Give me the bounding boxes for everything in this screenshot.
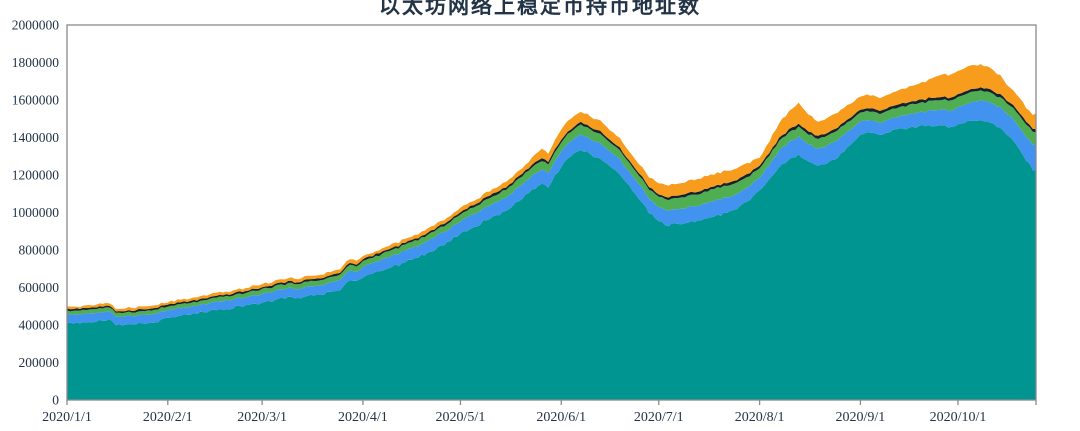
x-axis-tick-label: 2020/2/1 xyxy=(143,410,193,425)
y-axis-tick-label: 1000000 xyxy=(12,205,60,220)
x-axis-tick-label: 2020/9/1 xyxy=(836,410,886,425)
y-axis-tick-label: 1200000 xyxy=(12,168,60,183)
plot-border xyxy=(66,24,1037,401)
x-axis-tick-label: 2020/6/1 xyxy=(536,410,586,425)
y-axis-tick-label: 2000000 xyxy=(12,18,60,33)
y-axis-tick-label: 1800000 xyxy=(12,55,60,70)
y-axis-tick-label: 0 xyxy=(52,393,59,408)
area-band-teal xyxy=(67,120,1036,400)
x-axis-tick-label: 2020/7/1 xyxy=(634,410,684,425)
x-axis-tick-label: 2020/5/1 xyxy=(436,410,486,425)
x-axis-tick-label: 2020/3/1 xyxy=(237,410,287,425)
x-axis-tick-label: 2020/1/1 xyxy=(42,410,92,425)
x-axis-tick-label: 2020/4/1 xyxy=(338,410,388,425)
area-band-orange xyxy=(67,64,1036,312)
y-axis-tick-label: 1600000 xyxy=(12,93,60,108)
y-axis-tick-label: 1400000 xyxy=(12,130,60,145)
y-axis-tick-label: 800000 xyxy=(19,243,60,258)
y-axis-tick-label: 400000 xyxy=(19,318,60,333)
x-axis-tick-label: 2020/8/1 xyxy=(735,410,785,425)
y-axis-tick-label: 200000 xyxy=(19,355,60,370)
chart-title: 以太坊网络上稳定币持币地址数 xyxy=(379,0,701,18)
y-axis-tick-label: 600000 xyxy=(19,280,60,295)
area-band-blue xyxy=(67,99,1036,326)
x-axis-tick-label: 2020/10/1 xyxy=(930,410,987,425)
